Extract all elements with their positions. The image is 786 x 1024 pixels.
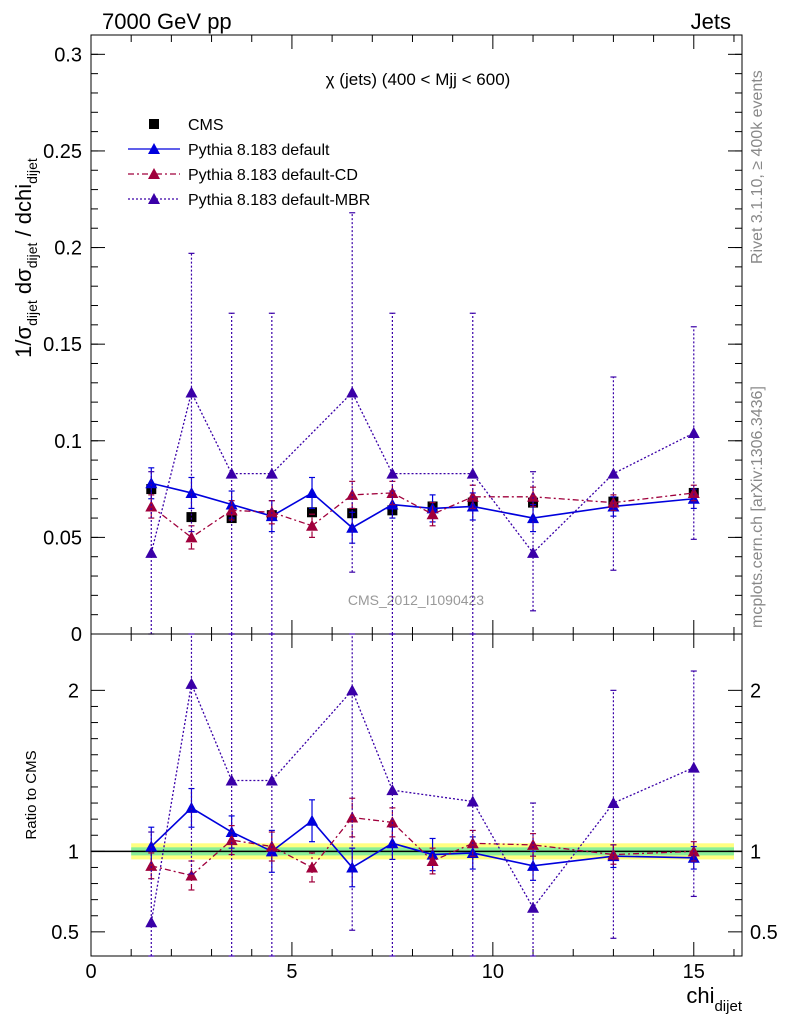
data-point-mbr — [527, 901, 540, 913]
watermark: CMS_2012_I1090423 — [348, 592, 484, 608]
x-tick-label: 5 — [286, 961, 297, 983]
series-line-cd — [151, 816, 694, 877]
series-line-mbr — [150, 390, 695, 554]
rivet-label: Rivet 3.1.10, ≥ 400k events — [749, 70, 766, 264]
data-point-mbr — [265, 467, 278, 479]
legend-marker-cms — [149, 119, 159, 129]
data-point-mbr — [265, 774, 278, 786]
series-mbr — [145, 212, 700, 635]
legend-marker-mbr — [148, 193, 160, 204]
data-point-cd — [426, 855, 439, 867]
legend-label-cms: CMS — [188, 117, 224, 134]
data-point-cd — [426, 508, 439, 520]
data-point-mbr — [346, 386, 359, 398]
series-line-mbr — [150, 681, 695, 923]
data-point-default — [185, 486, 198, 498]
series-mbr — [145, 633, 700, 957]
ratio-y-tick-label-right: 2 — [750, 680, 761, 702]
data-point-default — [185, 801, 198, 813]
data-point-mbr — [466, 795, 479, 807]
data-point-mbr — [527, 546, 540, 558]
series-cd — [145, 480, 700, 550]
ratio-y-tick-label: 1 — [68, 841, 79, 863]
y-tick-label: 0 — [71, 624, 82, 646]
data-point-cd — [687, 486, 700, 498]
ratio-y-tick-label: 0.5 — [51, 922, 79, 944]
data-point-cms — [186, 512, 197, 523]
x-tick-label: 0 — [85, 961, 96, 983]
data-point-mbr — [466, 467, 479, 479]
main-panel: 0 0.05 0.1 0.15 0.2 0.25 0.3 χ (jets) (400 < M… — [43, 34, 743, 646]
series-line-default — [150, 806, 694, 869]
main-ylabel: 1/σdijet dσdijet / dchidijet — [11, 158, 40, 358]
y-tick-label: 0.3 — [54, 44, 82, 66]
data-point-default — [145, 477, 158, 489]
data-point-cms — [307, 507, 318, 518]
legend-label-cd: Pythia 8.183 default-CD — [188, 167, 358, 184]
x-tick-label: 10 — [482, 961, 504, 983]
data-point-mbr — [145, 916, 158, 928]
x-axis-label: chidijet — [686, 983, 742, 1015]
legend-marker-default — [148, 143, 160, 154]
ratio-frame — [90, 633, 743, 957]
data-point-default — [346, 861, 359, 873]
legend: CMS Pythia 8.183 default Pythia 8.183 defa… — [128, 117, 370, 209]
ratio-y-tick-label-right: 1 — [750, 841, 761, 863]
y-tick-label: 0.15 — [43, 334, 82, 356]
series-line-default — [151, 482, 694, 529]
data-point-mbr — [607, 797, 620, 809]
data-point-mbr — [687, 427, 700, 439]
y-tick-label: 0.1 — [54, 431, 82, 453]
y-tick-label: 0.25 — [43, 141, 82, 163]
header-right: Jets — [691, 9, 731, 34]
data-point-default — [306, 814, 319, 826]
main-title: χ (jets) (400 < Mjj < 600) — [326, 70, 511, 89]
data-point-mbr — [607, 467, 620, 479]
data-point-mbr — [346, 684, 359, 696]
data-point-mbr — [687, 761, 700, 773]
ratio-y-tick-label-right: 0.5 — [750, 922, 778, 944]
ratio-y-tick-label: 2 — [68, 680, 79, 702]
data-point-cd — [145, 859, 158, 871]
data-point-cd — [185, 869, 198, 881]
data-point-cd — [185, 531, 198, 543]
data-point-default — [306, 486, 319, 498]
data-point-cd — [386, 816, 399, 828]
mcplots-label: mcplots.cern.ch [arXiv:1306.3436] — [749, 386, 766, 628]
data-point-mbr — [185, 677, 198, 689]
y-tick-label: 0.05 — [43, 527, 82, 549]
header-left: 7000 GeV pp — [102, 9, 232, 34]
data-point-default — [527, 859, 540, 871]
legend-marker-cd — [148, 168, 160, 179]
data-point-cd — [306, 519, 319, 531]
ratio-ylabel: Ratio to CMS — [23, 750, 40, 839]
legend-label-mbr: Pythia 8.183 default-MBR — [188, 192, 370, 209]
data-point-cd — [527, 838, 540, 850]
ratio-panel: 0.5 0.5 1 1 2 2 — [51, 633, 778, 957]
data-point-cd — [527, 490, 540, 502]
data-point-mbr — [185, 386, 198, 398]
x-tick-label: 15 — [683, 961, 705, 983]
data-point-mbr — [145, 546, 158, 558]
data-point-mbr — [225, 467, 238, 479]
series-line-cd — [150, 492, 694, 539]
data-point-mbr — [386, 784, 399, 796]
data-point-cd — [306, 861, 319, 873]
data-point-mbr — [386, 467, 399, 479]
data-point-cd — [265, 506, 278, 518]
y-tick-label: 0.2 — [54, 238, 82, 260]
data-point-mbr — [225, 774, 238, 786]
legend-label-default: Pythia 8.183 default — [188, 142, 330, 159]
